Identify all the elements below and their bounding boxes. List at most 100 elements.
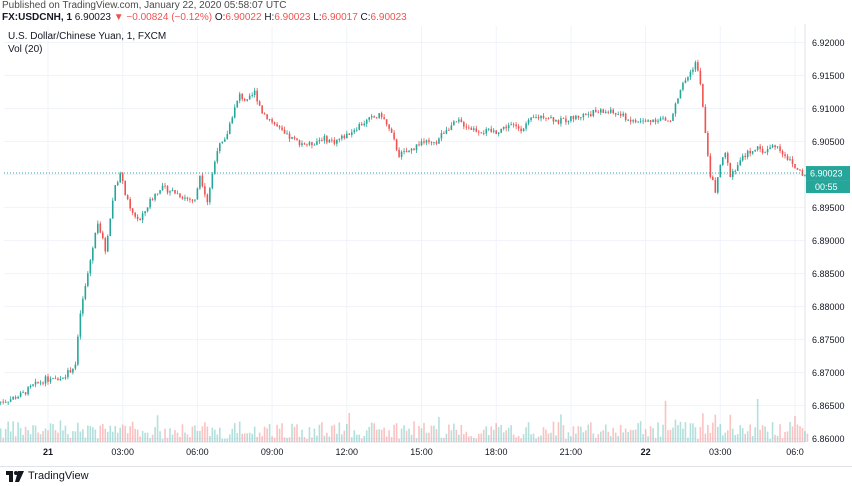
candle-body bbox=[47, 376, 49, 382]
candle-body bbox=[390, 128, 393, 133]
volume-bar bbox=[154, 427, 156, 442]
volume-bar bbox=[251, 433, 253, 442]
candle-body bbox=[644, 120, 647, 122]
candle-body bbox=[228, 123, 231, 134]
candle-body bbox=[677, 98, 679, 104]
candle-body bbox=[430, 141, 433, 143]
candle-body bbox=[189, 198, 191, 200]
candle-body bbox=[365, 119, 368, 124]
volume-bar bbox=[348, 412, 351, 442]
candle-body bbox=[697, 62, 699, 71]
candle-body bbox=[131, 208, 134, 213]
volume-bar bbox=[72, 431, 74, 442]
volume-bar bbox=[662, 424, 664, 442]
volume-bar bbox=[689, 423, 692, 442]
tradingview-logo[interactable]: TradingView bbox=[6, 470, 89, 482]
candle-body bbox=[87, 273, 89, 287]
volume-bar bbox=[450, 430, 453, 442]
volume-bar bbox=[580, 426, 582, 442]
price-chart[interactable]: 6.920006.915006.910006.905006.900006.895… bbox=[0, 24, 852, 465]
candle-body bbox=[251, 94, 253, 96]
candle-body bbox=[468, 127, 470, 129]
candle-body bbox=[689, 71, 692, 77]
countdown-tag bbox=[806, 180, 850, 194]
candle-body bbox=[433, 142, 435, 143]
volume-bar bbox=[672, 427, 674, 442]
candle-body bbox=[443, 133, 445, 134]
candle-body bbox=[243, 99, 246, 101]
candle-body bbox=[602, 109, 605, 113]
volume-bar bbox=[425, 432, 428, 442]
candle-body bbox=[194, 199, 196, 201]
candle-body bbox=[552, 117, 555, 122]
candle-body bbox=[79, 313, 82, 337]
candle-body bbox=[425, 140, 428, 143]
volume-bar bbox=[781, 438, 784, 442]
volume-bar bbox=[590, 422, 592, 442]
candle-body bbox=[311, 142, 313, 146]
candle-body bbox=[336, 139, 338, 144]
chart-frame[interactable]: 6.920006.915006.910006.905006.900006.895… bbox=[0, 24, 852, 465]
candle-body bbox=[472, 128, 475, 130]
candle-body bbox=[298, 140, 301, 146]
volume-bar bbox=[545, 429, 547, 442]
candle-body bbox=[281, 127, 283, 130]
volume-bar bbox=[176, 432, 179, 442]
volume-bar bbox=[186, 434, 189, 442]
volume-bar bbox=[440, 437, 443, 442]
volume-bar bbox=[789, 421, 791, 442]
tradingview-logo-icon bbox=[6, 470, 24, 482]
candle-body bbox=[642, 120, 644, 122]
volume-bar bbox=[266, 428, 268, 442]
candle-body bbox=[669, 120, 672, 122]
candle-body bbox=[179, 193, 181, 198]
volume-bar bbox=[24, 426, 27, 442]
candle-body bbox=[458, 119, 460, 122]
candle-body bbox=[684, 80, 687, 83]
volume-bar bbox=[214, 429, 216, 442]
candle-body bbox=[649, 120, 652, 123]
candle-body bbox=[14, 397, 17, 399]
candle-body bbox=[721, 157, 724, 165]
candle-body bbox=[522, 128, 525, 132]
candle-body bbox=[520, 128, 522, 132]
volume-bar bbox=[761, 425, 764, 442]
volume-bar bbox=[736, 434, 739, 442]
candle-body bbox=[19, 392, 22, 397]
volume-bar bbox=[617, 436, 620, 442]
candle-body bbox=[682, 82, 684, 90]
volume-bar bbox=[400, 428, 403, 442]
volume-bar bbox=[806, 433, 809, 442]
candle-body bbox=[89, 260, 92, 274]
candle-body bbox=[751, 151, 754, 154]
volume-bar bbox=[378, 429, 380, 442]
volume-bar bbox=[333, 424, 336, 442]
candle-body bbox=[199, 175, 201, 189]
candle-body bbox=[702, 84, 704, 107]
volume-bar bbox=[804, 431, 806, 442]
candle-body bbox=[632, 120, 634, 122]
volume-bar bbox=[22, 434, 24, 442]
volume-bar bbox=[669, 429, 672, 442]
candle-body bbox=[124, 180, 126, 196]
candle-body bbox=[37, 381, 39, 383]
y-tick-label: 6.88000 bbox=[812, 302, 845, 312]
candle-body bbox=[791, 159, 794, 165]
candle-body bbox=[29, 385, 32, 388]
candle-body bbox=[296, 138, 298, 141]
candle-body bbox=[487, 128, 490, 130]
candle-body bbox=[99, 223, 102, 233]
volume-bar bbox=[572, 426, 575, 442]
x-tick-label: 09:00 bbox=[261, 447, 284, 457]
volume-bar bbox=[734, 435, 737, 442]
volume-bar bbox=[771, 422, 774, 442]
candle-body bbox=[286, 133, 288, 135]
volume-bar bbox=[226, 438, 229, 442]
published-line: Published on TradingView.com, January 22… bbox=[2, 0, 287, 11]
volume-bar bbox=[415, 438, 418, 442]
volume-bar bbox=[794, 415, 796, 442]
candle-body bbox=[303, 143, 306, 145]
candle-body bbox=[231, 117, 234, 124]
x-tick-label: 03:00 bbox=[111, 447, 134, 457]
volume-bar bbox=[246, 433, 248, 442]
